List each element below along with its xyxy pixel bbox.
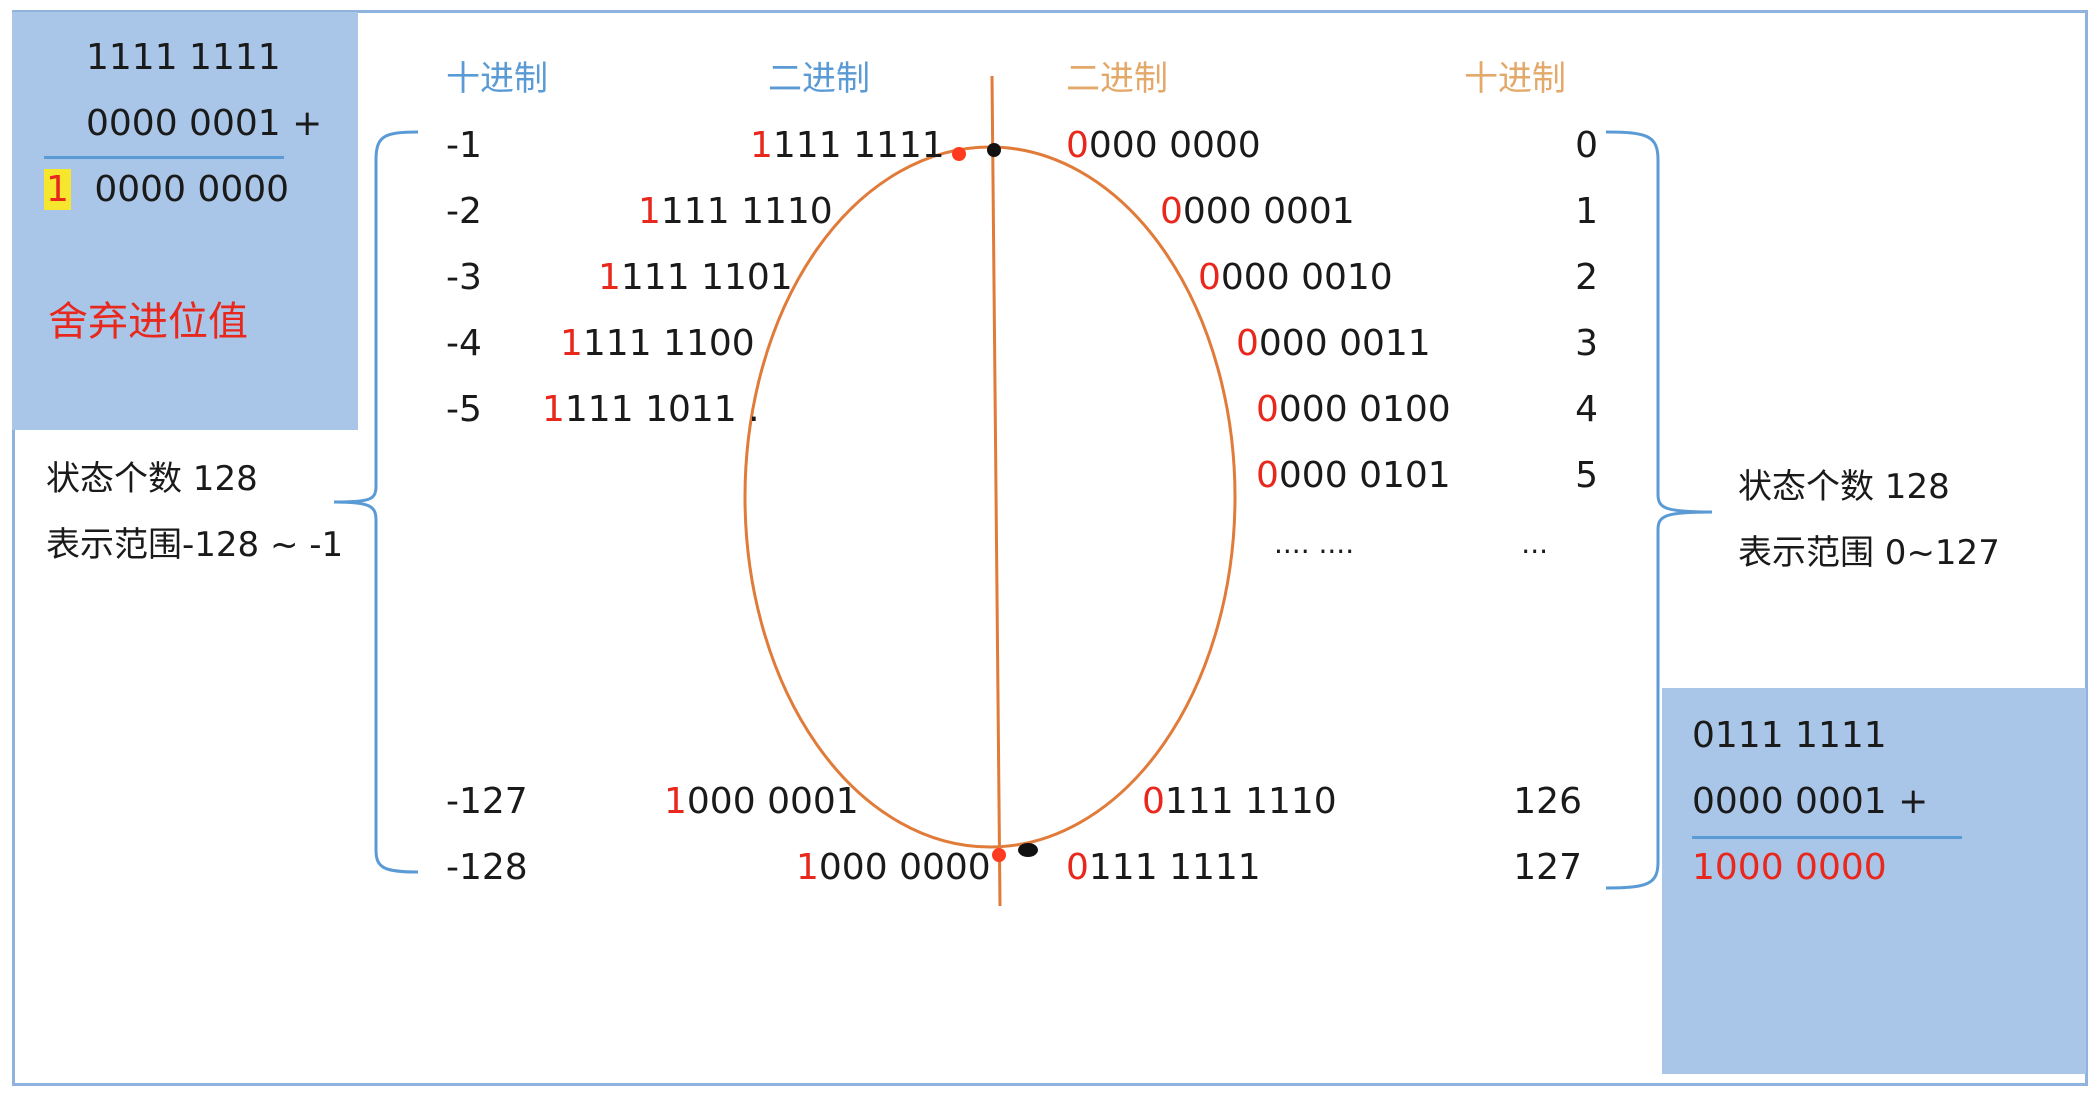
pos-dec-4: 4 xyxy=(1575,389,1598,430)
bit-rest: 000 0000 xyxy=(1088,125,1261,166)
bit-rest: 000 0001 xyxy=(686,781,859,822)
sign-bit: 1 xyxy=(638,191,661,232)
positive-range: 表示范围 0~127 xyxy=(1738,533,2000,573)
diagram-frame xyxy=(12,10,2088,1086)
neg-bin-5: 1111 1011 . xyxy=(542,392,760,428)
neg-bin-127: 1000 0001 xyxy=(664,784,859,820)
zero-axis-line xyxy=(990,75,1002,907)
bit-rest: 111 1110 xyxy=(660,191,833,232)
discarded-carry-caption: 舍弃进位值 xyxy=(48,299,248,345)
minus-128-marker xyxy=(992,848,1006,862)
pos-dec-3: 3 xyxy=(1575,323,1598,364)
pos-bin-4: 0000 0100 xyxy=(1256,392,1451,428)
negative-range: 表示范围-128 ~ -1 xyxy=(46,525,344,565)
bit-rest: 111 1100 xyxy=(582,323,755,364)
bit-rest: 000 0011 xyxy=(1258,323,1431,364)
overflow-example-box xyxy=(1662,688,2086,1074)
sign-bit: 0 xyxy=(1256,455,1279,496)
zero-marker xyxy=(987,143,1001,157)
left-brace xyxy=(333,130,419,874)
pos-dec-ellipsis: ... xyxy=(1521,527,1548,560)
bit-rest: 111 1111 xyxy=(1088,847,1261,888)
pos-bin-127: 0111 1111 xyxy=(1066,850,1261,886)
neg-bin-1: 1111 1111 xyxy=(750,128,945,164)
carry-result-value: 0000 0000 xyxy=(94,169,290,210)
pos-dec-1: 1 xyxy=(1575,191,1598,232)
bit-rest: 000 0010 xyxy=(1220,257,1393,298)
header-left-binary: 二进制 xyxy=(768,59,870,99)
header-right-decimal: 十进制 xyxy=(1464,59,1566,99)
minus-one-marker xyxy=(952,147,966,161)
plus-127-marker xyxy=(1018,843,1038,857)
sign-bit: 1 xyxy=(598,257,621,298)
pos-dec-0: 0 xyxy=(1575,125,1598,166)
neg-dec-128: -128 xyxy=(446,847,528,888)
bit-rest: 000 0000 xyxy=(818,847,991,888)
neg-dec-4: -4 xyxy=(446,323,482,364)
carry-line-2: 0000 0001 + xyxy=(86,103,323,144)
header-left-decimal: 十进制 xyxy=(446,59,548,99)
neg-dec-2: -2 xyxy=(446,191,482,232)
pos-dec-2: 2 xyxy=(1575,257,1598,298)
pos-dec-5: 5 xyxy=(1575,455,1598,496)
overflow-line-2: 0000 0001 + xyxy=(1692,781,1929,822)
bit-rest: 000 0101 xyxy=(1278,455,1451,496)
sign-bit: 0 xyxy=(1066,847,1089,888)
sign-bit: 1 xyxy=(542,389,565,430)
neg-dec-5: -5 xyxy=(446,389,482,430)
bit-rest: 000 0100 xyxy=(1278,389,1451,430)
pos-bin-2: 0000 0010 xyxy=(1198,260,1393,296)
bit-rest: 111 1101 xyxy=(620,257,793,298)
sign-bit: 0 xyxy=(1066,125,1089,166)
neg-dec-127: -127 xyxy=(446,781,528,822)
pos-bin-5: 0000 0101 xyxy=(1256,458,1451,494)
pos-bin-126: 0111 1110 xyxy=(1142,784,1337,820)
pos-bin-0: 0000 0000 xyxy=(1066,128,1261,164)
bit-rest: 000 0001 xyxy=(1182,191,1355,232)
pos-bin-3: 0000 0011 xyxy=(1236,326,1431,362)
pos-dec-127: 127 xyxy=(1513,847,1582,888)
header-right-binary: 二进制 xyxy=(1066,59,1168,99)
sign-bit: 0 xyxy=(1160,191,1183,232)
pos-dec-126: 126 xyxy=(1513,781,1582,822)
discarded-carry-digit: 1 xyxy=(44,169,71,210)
neg-dec-1: -1 xyxy=(446,125,482,166)
overflow-line-1: 0111 1111 xyxy=(1692,715,1887,756)
overflow-sum-line xyxy=(1692,836,1962,839)
number-ring-ellipse xyxy=(743,145,1237,849)
sign-bit: 0 xyxy=(1142,781,1165,822)
right-brace xyxy=(1605,130,1713,890)
sign-bit: 1 xyxy=(560,323,583,364)
sign-bit: 1 xyxy=(664,781,687,822)
negative-state-count: 状态个数 128 xyxy=(46,459,258,499)
sign-bit: 1 xyxy=(796,847,819,888)
neg-dec-3: -3 xyxy=(446,257,482,298)
neg-bin-2: 1111 1110 xyxy=(638,194,833,230)
carry-example-box xyxy=(12,12,358,430)
bit-rest: 111 1011 . xyxy=(564,389,760,430)
neg-bin-4: 1111 1100 xyxy=(560,326,755,362)
carry-sum-line xyxy=(44,156,284,159)
carry-line-1: 1111 1111 xyxy=(86,37,281,78)
sign-bit: 0 xyxy=(1236,323,1259,364)
sign-bit: 0 xyxy=(1198,257,1221,298)
bit-rest: 111 1111 xyxy=(772,125,945,166)
sign-bit: 0 xyxy=(1256,389,1279,430)
neg-bin-3: 1111 1101 xyxy=(598,260,793,296)
pos-bin-ellipsis: .... .... xyxy=(1274,530,1354,558)
positive-state-count: 状态个数 128 xyxy=(1738,467,1950,507)
pos-bin-1: 0000 0001 xyxy=(1160,194,1355,230)
neg-bin-128: 1000 0000 xyxy=(796,850,991,886)
sign-bit: 1 xyxy=(750,125,773,166)
overflow-result: 1000 0000 xyxy=(1692,847,1887,888)
bit-rest: .... .... xyxy=(1274,527,1355,560)
bit-rest: 111 1110 xyxy=(1164,781,1337,822)
carry-result: 1 0000 0000 xyxy=(44,169,290,210)
